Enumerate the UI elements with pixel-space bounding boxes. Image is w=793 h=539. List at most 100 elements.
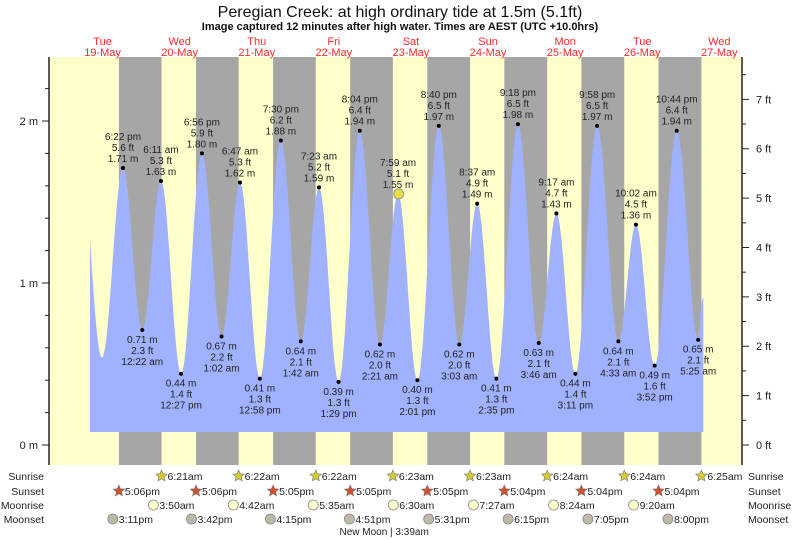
high-tide-label: 10:02 am4.5 ft1.36 m xyxy=(615,189,657,222)
high-tide-label: 6:11 am5.3 ft1.63 m xyxy=(143,145,178,178)
moonset-moon-icon xyxy=(662,513,674,525)
tide-label-line: 1.55 m xyxy=(383,180,414,191)
low-tide-point xyxy=(652,363,657,368)
tide-label-line: 1.62 m xyxy=(225,169,256,180)
moonset-moon-icon xyxy=(107,513,119,525)
low-tide-label: 0.67 m2.2 ft1:02 am xyxy=(203,341,239,374)
tide-label-line: 1.80 m xyxy=(187,139,218,150)
low-tide-label: 0.41 m1.3 ft2:35 pm xyxy=(478,384,514,417)
tide-label-line: 6.5 ft xyxy=(507,99,529,110)
tide-label-line: 6.5 ft xyxy=(428,101,450,112)
moonset-time: 7:05pm xyxy=(594,514,629,526)
low-tide-label: 0.39 m1.3 ft1:29 pm xyxy=(321,387,357,420)
high-tide-label: 9:17 am4.7 ft1.43 m xyxy=(538,177,574,210)
sunrise-icon xyxy=(694,469,708,482)
high-tide-label: 6:56 pm5.9 ft1.80 m xyxy=(184,117,220,150)
day-name: Sun xyxy=(478,36,498,48)
day-name: Tue xyxy=(633,36,652,48)
low-tide-point xyxy=(140,327,145,332)
tide-label-line: 0.64 m xyxy=(285,346,316,357)
tide-label-line: 10:02 am xyxy=(615,189,657,200)
tide-label-line: 8:40 pm xyxy=(421,90,457,101)
moonset-time: 3:42pm xyxy=(198,514,233,526)
day-name: Tue xyxy=(93,36,112,48)
moonrise-time: 7:27am xyxy=(479,500,514,512)
low-tide-point xyxy=(219,334,224,339)
tide-label-line: 2.1 ft xyxy=(528,359,550,370)
sunrise-time: 6:22am xyxy=(322,471,357,483)
tide-label-line: 0.65 m xyxy=(683,345,714,356)
day-date: 21-May xyxy=(238,47,275,59)
moonrise-moon-icon xyxy=(468,499,479,511)
low-tide-label: 0.40 m1.3 ft2:01 pm xyxy=(399,385,435,418)
low-tide-point xyxy=(616,339,621,344)
high-tide-point xyxy=(278,138,283,143)
moonrise-time: 9:20am xyxy=(640,500,675,512)
sunrise-icon xyxy=(540,469,554,482)
high-tide-point xyxy=(595,123,600,128)
tide-label-line: 4.5 ft xyxy=(625,200,647,211)
tide-label-line: 0.71 m xyxy=(127,335,158,346)
high-tide-point xyxy=(237,180,242,185)
tide-label-line: 6:56 pm xyxy=(184,117,220,128)
low-tide-label: 0.49 m1.6 ft3:52 pm xyxy=(637,371,673,404)
tide-label-line: 8:37 am xyxy=(459,168,495,179)
high-tide-label: 6:22 pm5.6 ft1.71 m xyxy=(105,132,141,165)
high-tide-point xyxy=(633,222,638,227)
tide-label-line: 0.67 m xyxy=(206,341,237,352)
moonset-time: 6:15pm xyxy=(514,514,549,526)
sunset-time: 5:06pm xyxy=(125,486,160,498)
ft-tick-label: 5 ft xyxy=(756,193,771,205)
tide-label-line: 4.9 ft xyxy=(466,179,488,190)
moonrise-moon-icon xyxy=(387,499,399,511)
high-tide-point xyxy=(158,178,163,183)
sunset-icon xyxy=(497,484,511,497)
moonset-time: 5:31pm xyxy=(435,514,470,526)
tide-label-line: 7:23 am xyxy=(301,151,337,162)
sunset-time: 5:04pm xyxy=(587,486,622,498)
sun-moon-rows: Sunrise Sunrise 6:21am 6:22am 6:22am 6:23am 6:… xyxy=(1,469,791,538)
sunset-time: 5:06pm xyxy=(202,486,237,498)
tide-label-line: 1.59 m xyxy=(304,173,335,184)
high-tide-label: 8:37 am4.9 ft1.49 m xyxy=(459,168,495,201)
moonrise-time: 6:30am xyxy=(399,500,434,512)
ft-tick-label: 4 ft xyxy=(756,242,771,254)
tide-label-line: 2.1 ft xyxy=(687,356,709,367)
sunset-row-label-right: Sunset xyxy=(748,486,781,498)
day-date: 26-May xyxy=(624,47,661,59)
tide-label-line: 6:11 am xyxy=(143,145,178,156)
sunset-icon xyxy=(420,484,434,497)
moonset-row-label: Moonset xyxy=(4,514,44,526)
sunset-icon xyxy=(574,484,588,497)
day-date: 24-May xyxy=(470,47,507,59)
day-name: Thu xyxy=(247,36,266,48)
tide-label-line: 1.3 ft xyxy=(327,398,349,409)
moonrise-time: 3:50am xyxy=(159,500,194,512)
high-tide-point xyxy=(121,165,126,170)
tide-label-line: 1.98 m xyxy=(503,110,534,121)
tide-label-line: 4:33 am xyxy=(600,368,636,379)
tide-label-line: 0.39 m xyxy=(323,387,354,398)
moonrise-time: 8:24am xyxy=(560,500,595,512)
high-tide-label: 7:59 am5.1 ft1.55 m xyxy=(380,158,416,191)
moonrise-row-label-right: Moonrise xyxy=(748,500,791,512)
tide-label-line: 2.3 ft xyxy=(131,346,153,357)
day-date: 20-May xyxy=(161,47,198,59)
tide-label-line: 1.49 m xyxy=(462,190,493,201)
sunrise-time: 6:23am xyxy=(476,471,511,483)
ft-tick-label: 1 ft xyxy=(756,391,771,403)
tide-label-line: 5:25 am xyxy=(680,367,716,378)
day-name: Sat xyxy=(403,36,420,48)
moonrise-time: 5:35am xyxy=(319,500,354,512)
tide-label-line: 2:21 am xyxy=(362,372,398,383)
sunrise-icon xyxy=(386,469,400,482)
tide-label-line: 1.4 ft xyxy=(170,390,192,401)
sunset-icon xyxy=(189,484,203,497)
sunset-row-label: Sunset xyxy=(11,486,44,498)
tide-label-line: 0.44 m xyxy=(166,379,197,390)
sunrise-time: 6:24am xyxy=(630,471,665,483)
tide-label-line: 1.3 ft xyxy=(249,395,271,406)
tide-label-line: 0.40 m xyxy=(402,385,433,396)
